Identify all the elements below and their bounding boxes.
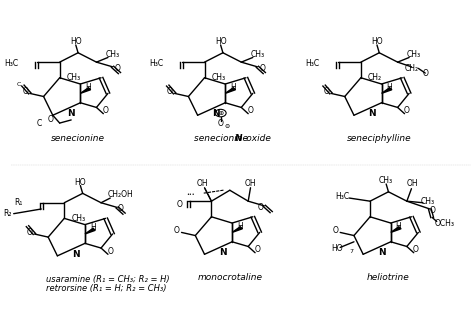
Text: CH₂OH: CH₂OH [108, 190, 134, 199]
Polygon shape [225, 88, 236, 93]
Text: ⊖: ⊖ [224, 124, 229, 129]
Text: R₁: R₁ [15, 198, 23, 207]
Text: seneciphylline: seneciphylline [347, 134, 411, 143]
Text: HO: HO [215, 37, 227, 46]
Text: O: O [218, 119, 224, 128]
Text: CH₃: CH₃ [379, 176, 393, 185]
Text: OH: OH [245, 179, 256, 189]
Text: OH: OH [407, 179, 419, 189]
Text: O: O [430, 206, 436, 215]
Text: O: O [107, 247, 113, 256]
Text: •••: ••• [186, 192, 195, 197]
Polygon shape [391, 227, 401, 232]
Text: O: O [103, 106, 109, 115]
Text: O: O [27, 228, 33, 237]
Text: CH₃: CH₃ [66, 73, 81, 82]
Text: monocrotaline: monocrotaline [197, 273, 262, 282]
Text: O: O [323, 87, 329, 96]
Text: CH₃: CH₃ [420, 197, 435, 206]
Text: O: O [404, 106, 410, 115]
Text: CH₃: CH₃ [250, 50, 264, 59]
Text: CH₃: CH₃ [106, 50, 120, 59]
Text: 7: 7 [349, 249, 354, 254]
Text: senecionine: senecionine [51, 134, 105, 143]
Text: O: O [423, 69, 429, 78]
Text: OH: OH [196, 179, 208, 189]
Text: N: N [219, 248, 227, 257]
Text: N: N [369, 109, 376, 118]
Text: HO: HO [371, 37, 383, 46]
Text: O: O [247, 106, 254, 115]
Text: N: N [378, 248, 385, 257]
Polygon shape [81, 88, 91, 93]
Text: H: H [237, 222, 243, 231]
Text: O: O [333, 226, 338, 235]
Text: ⊕: ⊕ [218, 111, 223, 115]
Text: HO: HO [70, 37, 82, 46]
Polygon shape [85, 228, 95, 234]
Text: O: O [260, 64, 265, 73]
Text: heliotrine: heliotrine [367, 273, 410, 282]
Text: N: N [72, 250, 80, 259]
Text: H: H [396, 222, 401, 231]
Polygon shape [232, 227, 242, 232]
Text: H₃C: H₃C [149, 59, 163, 68]
Text: C: C [17, 81, 21, 86]
Text: CH₂: CH₂ [404, 64, 419, 73]
Text: C: C [36, 119, 42, 128]
Text: N: N [235, 134, 242, 143]
Text: HO: HO [331, 244, 343, 252]
Text: O: O [117, 204, 123, 213]
Text: H₃C: H₃C [335, 192, 349, 201]
Text: O: O [22, 87, 28, 96]
Text: HO: HO [74, 178, 86, 187]
Text: CH₃: CH₃ [211, 73, 226, 82]
Text: R₂: R₂ [3, 209, 11, 218]
Text: CH₂: CH₂ [368, 73, 382, 82]
Text: N: N [67, 109, 75, 118]
Text: O: O [174, 226, 180, 235]
Text: H: H [90, 223, 96, 232]
Text: H: H [85, 83, 91, 92]
Text: -oxide: -oxide [244, 134, 272, 143]
Text: retrorsine (R₁ = H; R₂ = CH₃): retrorsine (R₁ = H; R₂ = CH₃) [46, 284, 166, 293]
Text: O: O [47, 115, 54, 124]
Text: H: H [230, 83, 236, 92]
Text: O: O [115, 64, 121, 73]
Text: senecionine: senecionine [194, 134, 251, 143]
Text: O: O [257, 203, 263, 212]
Text: H₃C: H₃C [4, 59, 18, 68]
Text: usaramine (R₁ = CH₃; R₂ = H): usaramine (R₁ = CH₃; R₂ = H) [46, 275, 170, 284]
Text: O: O [255, 245, 260, 254]
Text: O: O [167, 87, 173, 96]
Text: H₃C: H₃C [305, 59, 319, 68]
Text: H: H [386, 83, 392, 92]
Text: OCH₃: OCH₃ [435, 218, 455, 228]
Text: N: N [212, 109, 220, 118]
Text: CH₃: CH₃ [71, 214, 85, 223]
Text: O: O [176, 200, 182, 209]
Polygon shape [382, 88, 392, 93]
Text: O: O [413, 245, 419, 254]
Text: CH₃: CH₃ [407, 50, 421, 59]
